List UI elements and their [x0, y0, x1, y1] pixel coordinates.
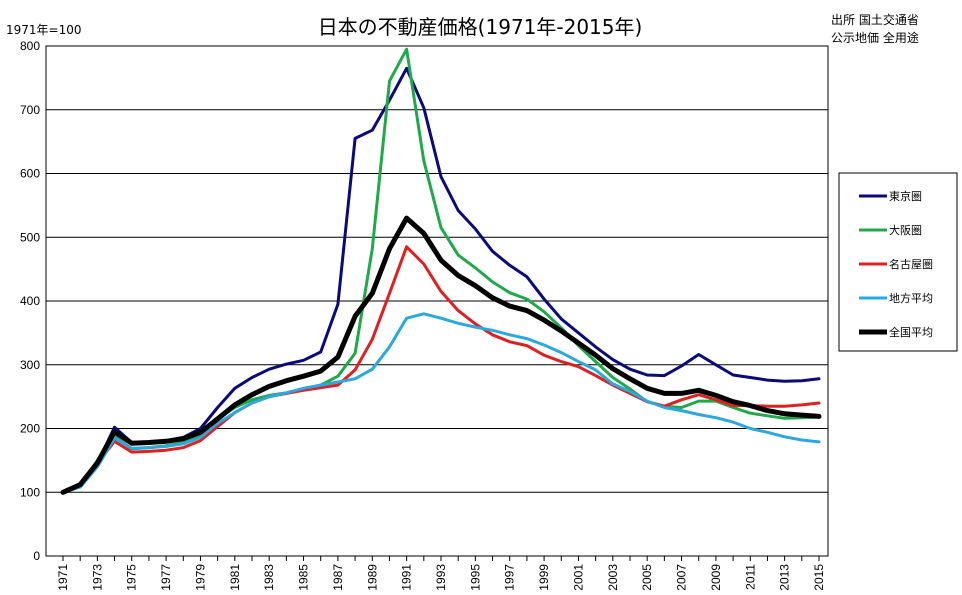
- x-tick-label: 1997: [503, 564, 517, 591]
- source-line-1: 出所 国土交通省: [831, 12, 919, 27]
- legend-label: 全国平均: [889, 325, 933, 339]
- y-tick-label: 0: [33, 549, 40, 563]
- legend-box: [838, 172, 958, 352]
- x-tick-label: 1999: [537, 564, 551, 591]
- source-line-2: 公示地価 全用途: [831, 30, 919, 45]
- plot-area: 0 100 200 300 400 500 600 700 800 1971 1973 1975 197…: [20, 39, 829, 591]
- y-tick-label: 500: [20, 230, 40, 244]
- x-tick-label: 1983: [262, 564, 276, 591]
- x-tick-label: 1985: [297, 564, 311, 591]
- legend-label: 地方平均: [889, 291, 933, 305]
- series-line-4: [61, 312, 821, 494]
- legend-label: 大阪圏: [889, 223, 922, 237]
- x-tick-label: 1979: [193, 564, 207, 591]
- series-line-2: [61, 47, 821, 494]
- chart-title: 日本の不動産価格(1971年-2015年): [318, 15, 643, 39]
- x-tick-label: 1971: [56, 564, 70, 591]
- x-tick-label: 1973: [90, 564, 104, 591]
- y-tick-label: 300: [20, 358, 40, 372]
- y-tick-label: 600: [20, 167, 40, 181]
- x-tick-label: 2009: [709, 564, 723, 591]
- x-tick-label: 1977: [159, 564, 173, 591]
- x-tick-label: 1993: [434, 564, 448, 591]
- x-tick-label: 1975: [125, 564, 139, 591]
- x-tick-label: 2007: [675, 564, 689, 591]
- y-tick-label: 100: [20, 485, 40, 499]
- series-line-3: [61, 245, 821, 494]
- x-tick-label: 2003: [606, 564, 620, 591]
- x-tick-label: 2011: [743, 564, 757, 590]
- legend-label: 名古屋圏: [889, 257, 933, 271]
- x-tick-label: 1991: [400, 564, 414, 591]
- index-note: 1971年=100: [6, 23, 82, 37]
- series-line-5: [60, 215, 822, 495]
- y-tick-label: 400: [20, 294, 40, 308]
- legend-label: 東京圏: [889, 189, 922, 203]
- x-tick-label: 2013: [778, 564, 792, 591]
- x-tick-label: 1981: [228, 564, 242, 591]
- x-tick-label: 1989: [365, 564, 379, 591]
- x-tick-label: 2005: [640, 564, 654, 591]
- x-tick-label: 2001: [571, 564, 585, 591]
- x-tick-label: 1995: [468, 564, 482, 591]
- y-tick-label: 200: [20, 422, 40, 436]
- y-tick-label: 800: [20, 39, 40, 53]
- y-tick-label: 700: [20, 103, 40, 117]
- x-tick-label: 2015: [812, 564, 826, 591]
- x-tick-label: 1987: [331, 564, 345, 591]
